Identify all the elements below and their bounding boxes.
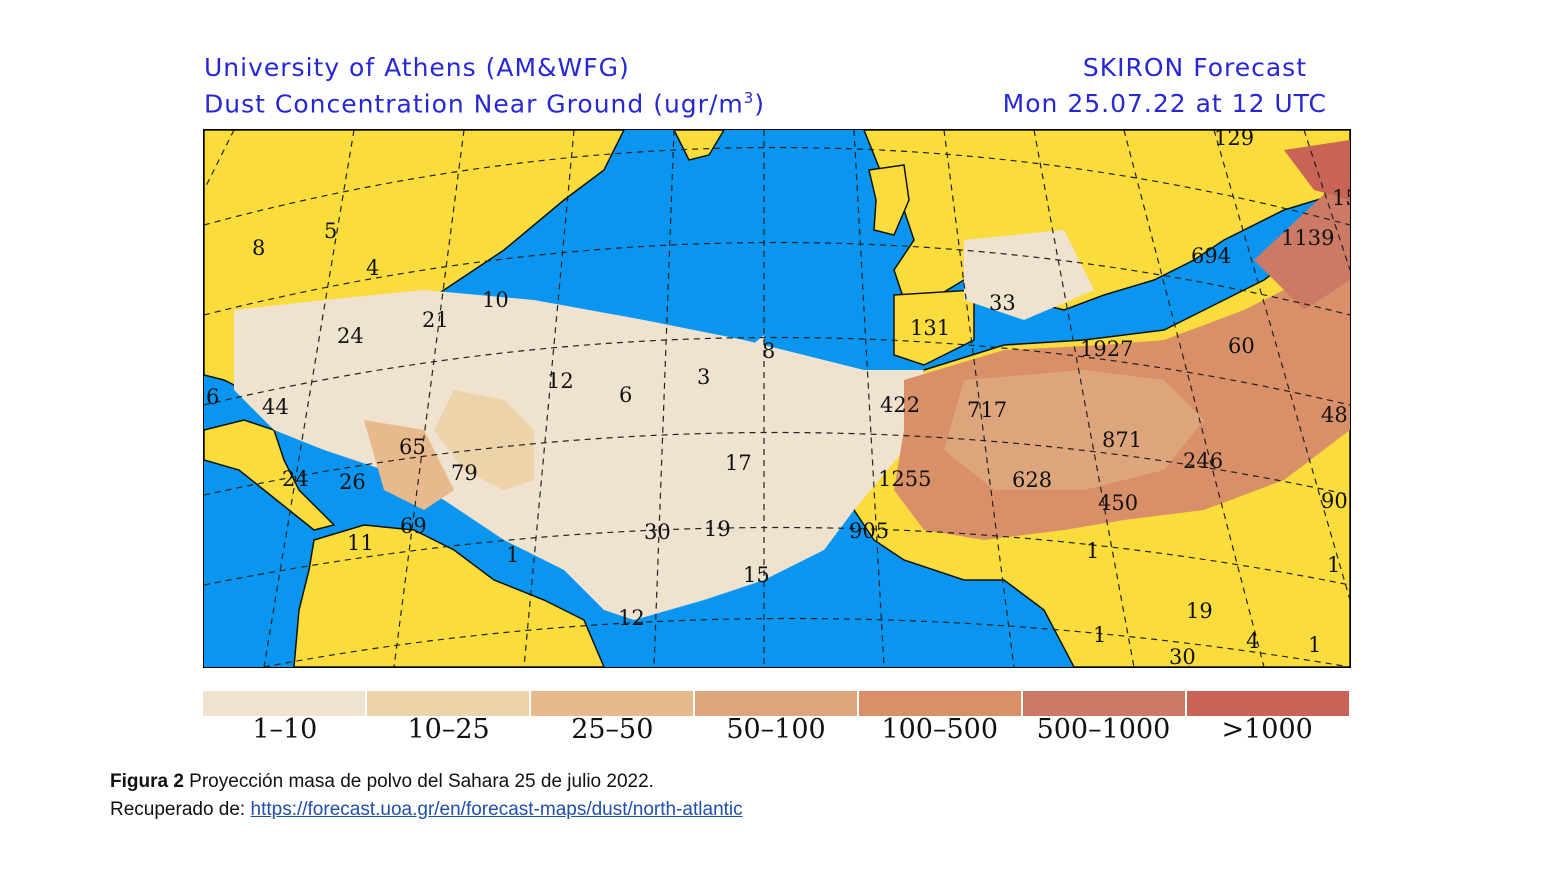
- map-value-label: 48: [1321, 403, 1348, 427]
- dust-forecast-map: 5 8 4 10 21 24 12 6 3 8 6 44 65 79 24 26 17 69 11 1 30 19 15 12…: [203, 129, 1351, 668]
- map-value-label: 422: [880, 393, 920, 417]
- map-value-label: 905: [849, 519, 889, 543]
- legend-swatch: [859, 691, 1021, 716]
- map-value-label: 60: [1228, 334, 1255, 358]
- legend-swatch: [1023, 691, 1185, 716]
- map-value-label: 5: [324, 219, 337, 243]
- figure-caption: Figura 2 Proyección masa de polvo del Sa…: [110, 768, 743, 824]
- map-title-date: Mon 25.07.22 at 12 UTC: [1002, 89, 1327, 118]
- map-value-label: 65: [399, 435, 426, 459]
- title-variable-text: Dust Concentration Near Ground (ugr/m: [204, 89, 744, 119]
- map-value-label: 6: [619, 383, 632, 407]
- map-value-label: 10: [482, 288, 509, 312]
- map-value-label: 26: [339, 470, 366, 494]
- map-value-label: 3: [697, 365, 710, 389]
- dust-500-1000: [1254, 170, 1350, 310]
- map-value-label: 11: [347, 531, 374, 555]
- dust-1-10-b: [734, 335, 764, 370]
- map-value-label: 628: [1012, 468, 1052, 492]
- map-value-label: 6: [206, 385, 219, 409]
- map-value-label: 450: [1098, 491, 1138, 515]
- legend-label: 25–50: [571, 714, 654, 745]
- legend-swatch: [1187, 691, 1349, 716]
- map-value-label: 12: [618, 606, 645, 630]
- iberia: [893, 289, 975, 366]
- legend-swatch: [367, 691, 529, 716]
- map-value-label: 8: [762, 339, 775, 363]
- map-value-label: 4: [1246, 629, 1259, 653]
- legend-label: 1–10: [252, 714, 318, 745]
- graticule: [204, 130, 1350, 667]
- map-value-label: 12: [547, 369, 574, 393]
- dust-10-25: [434, 390, 534, 490]
- map-title-forecast: SKIRON Forecast: [1082, 53, 1307, 82]
- map-value-label: 1255: [878, 467, 931, 491]
- legend-label: 10–25: [407, 714, 490, 745]
- map-value-label: 871: [1102, 428, 1142, 452]
- map-value-label: 15: [1332, 186, 1350, 210]
- dust-europe: [964, 230, 1094, 320]
- map-value-label: 246: [1183, 449, 1223, 473]
- legend-swatch: [695, 691, 857, 716]
- map-value-label: 19: [1186, 599, 1213, 623]
- map-value-label: 15: [743, 563, 770, 587]
- map-value-label: 694: [1191, 244, 1231, 268]
- legend-label: 100–500: [881, 714, 999, 745]
- map-value-label: 1: [1308, 633, 1321, 657]
- map-value-label: 1: [1327, 553, 1340, 577]
- title-superscript: 3: [743, 89, 755, 107]
- map-value-label: 17: [725, 451, 752, 475]
- dust-over-1000: [1284, 140, 1350, 200]
- title-variable-close: ): [754, 89, 766, 119]
- map-value-label: 24: [337, 324, 364, 348]
- map-value-label: 33: [989, 291, 1016, 315]
- dust-plume: [234, 140, 1350, 620]
- great-britain: [868, 164, 910, 236]
- south-america: [293, 524, 605, 667]
- map-value-label: 69: [400, 514, 427, 538]
- map-value-label: 129: [1214, 130, 1254, 150]
- dust-1-10: [234, 290, 924, 620]
- map-value-label: 1: [506, 543, 519, 567]
- map-value-label: 131: [910, 316, 950, 340]
- map-value-label: 717: [967, 398, 1007, 422]
- legend-swatch: [203, 691, 365, 716]
- map-value-label: 1: [1086, 539, 1099, 563]
- legend-label: 50–100: [726, 714, 826, 745]
- caption-text: Proyección masa de polvo del Sahara 25 d…: [183, 771, 654, 792]
- map-value-label: 1139: [1281, 226, 1334, 250]
- legend-label: 500–1000: [1036, 714, 1171, 745]
- caption-line-1: Figura 2 Proyección masa de polvo del Sa…: [110, 768, 743, 796]
- map-value-label: 90: [1321, 489, 1348, 513]
- caption-source-prefix: Recuperado de:: [110, 799, 251, 820]
- map-value-label: 19: [704, 517, 731, 541]
- map-value-label: 21: [422, 308, 449, 332]
- map-value-label: 1927: [1080, 337, 1133, 361]
- map-title-variable: Dust Concentration Near Ground (ugr/m3): [204, 89, 765, 118]
- caption-line-2: Recuperado de: https://forecast.uoa.gr/e…: [110, 796, 743, 824]
- dust-25-50: [364, 420, 454, 510]
- color-legend-labels: 1–10 10–25 25–50 50–100 100–500 500–1000 >1000: [203, 714, 1349, 754]
- legend-swatch: [531, 691, 693, 716]
- map-value-label: 44: [262, 395, 289, 419]
- color-legend: [203, 691, 1349, 716]
- map-value-label: 30: [1169, 645, 1196, 667]
- map-value-label: 79: [451, 461, 478, 485]
- dust-50-100: [944, 370, 1204, 490]
- legend-label: >1000: [1221, 714, 1313, 745]
- map-value-label: 1: [1093, 623, 1106, 647]
- map-title-institution: University of Athens (AM&WFG): [204, 53, 630, 82]
- map-value-label: 4: [366, 256, 379, 280]
- map-value-label: 30: [644, 520, 671, 544]
- map-value-label: 8: [252, 236, 265, 260]
- map-value-label: 24: [282, 467, 309, 491]
- caption-source-link[interactable]: https://forecast.uoa.gr/en/forecast-maps…: [250, 799, 743, 820]
- caption-figure-number: Figura 2: [110, 771, 184, 792]
